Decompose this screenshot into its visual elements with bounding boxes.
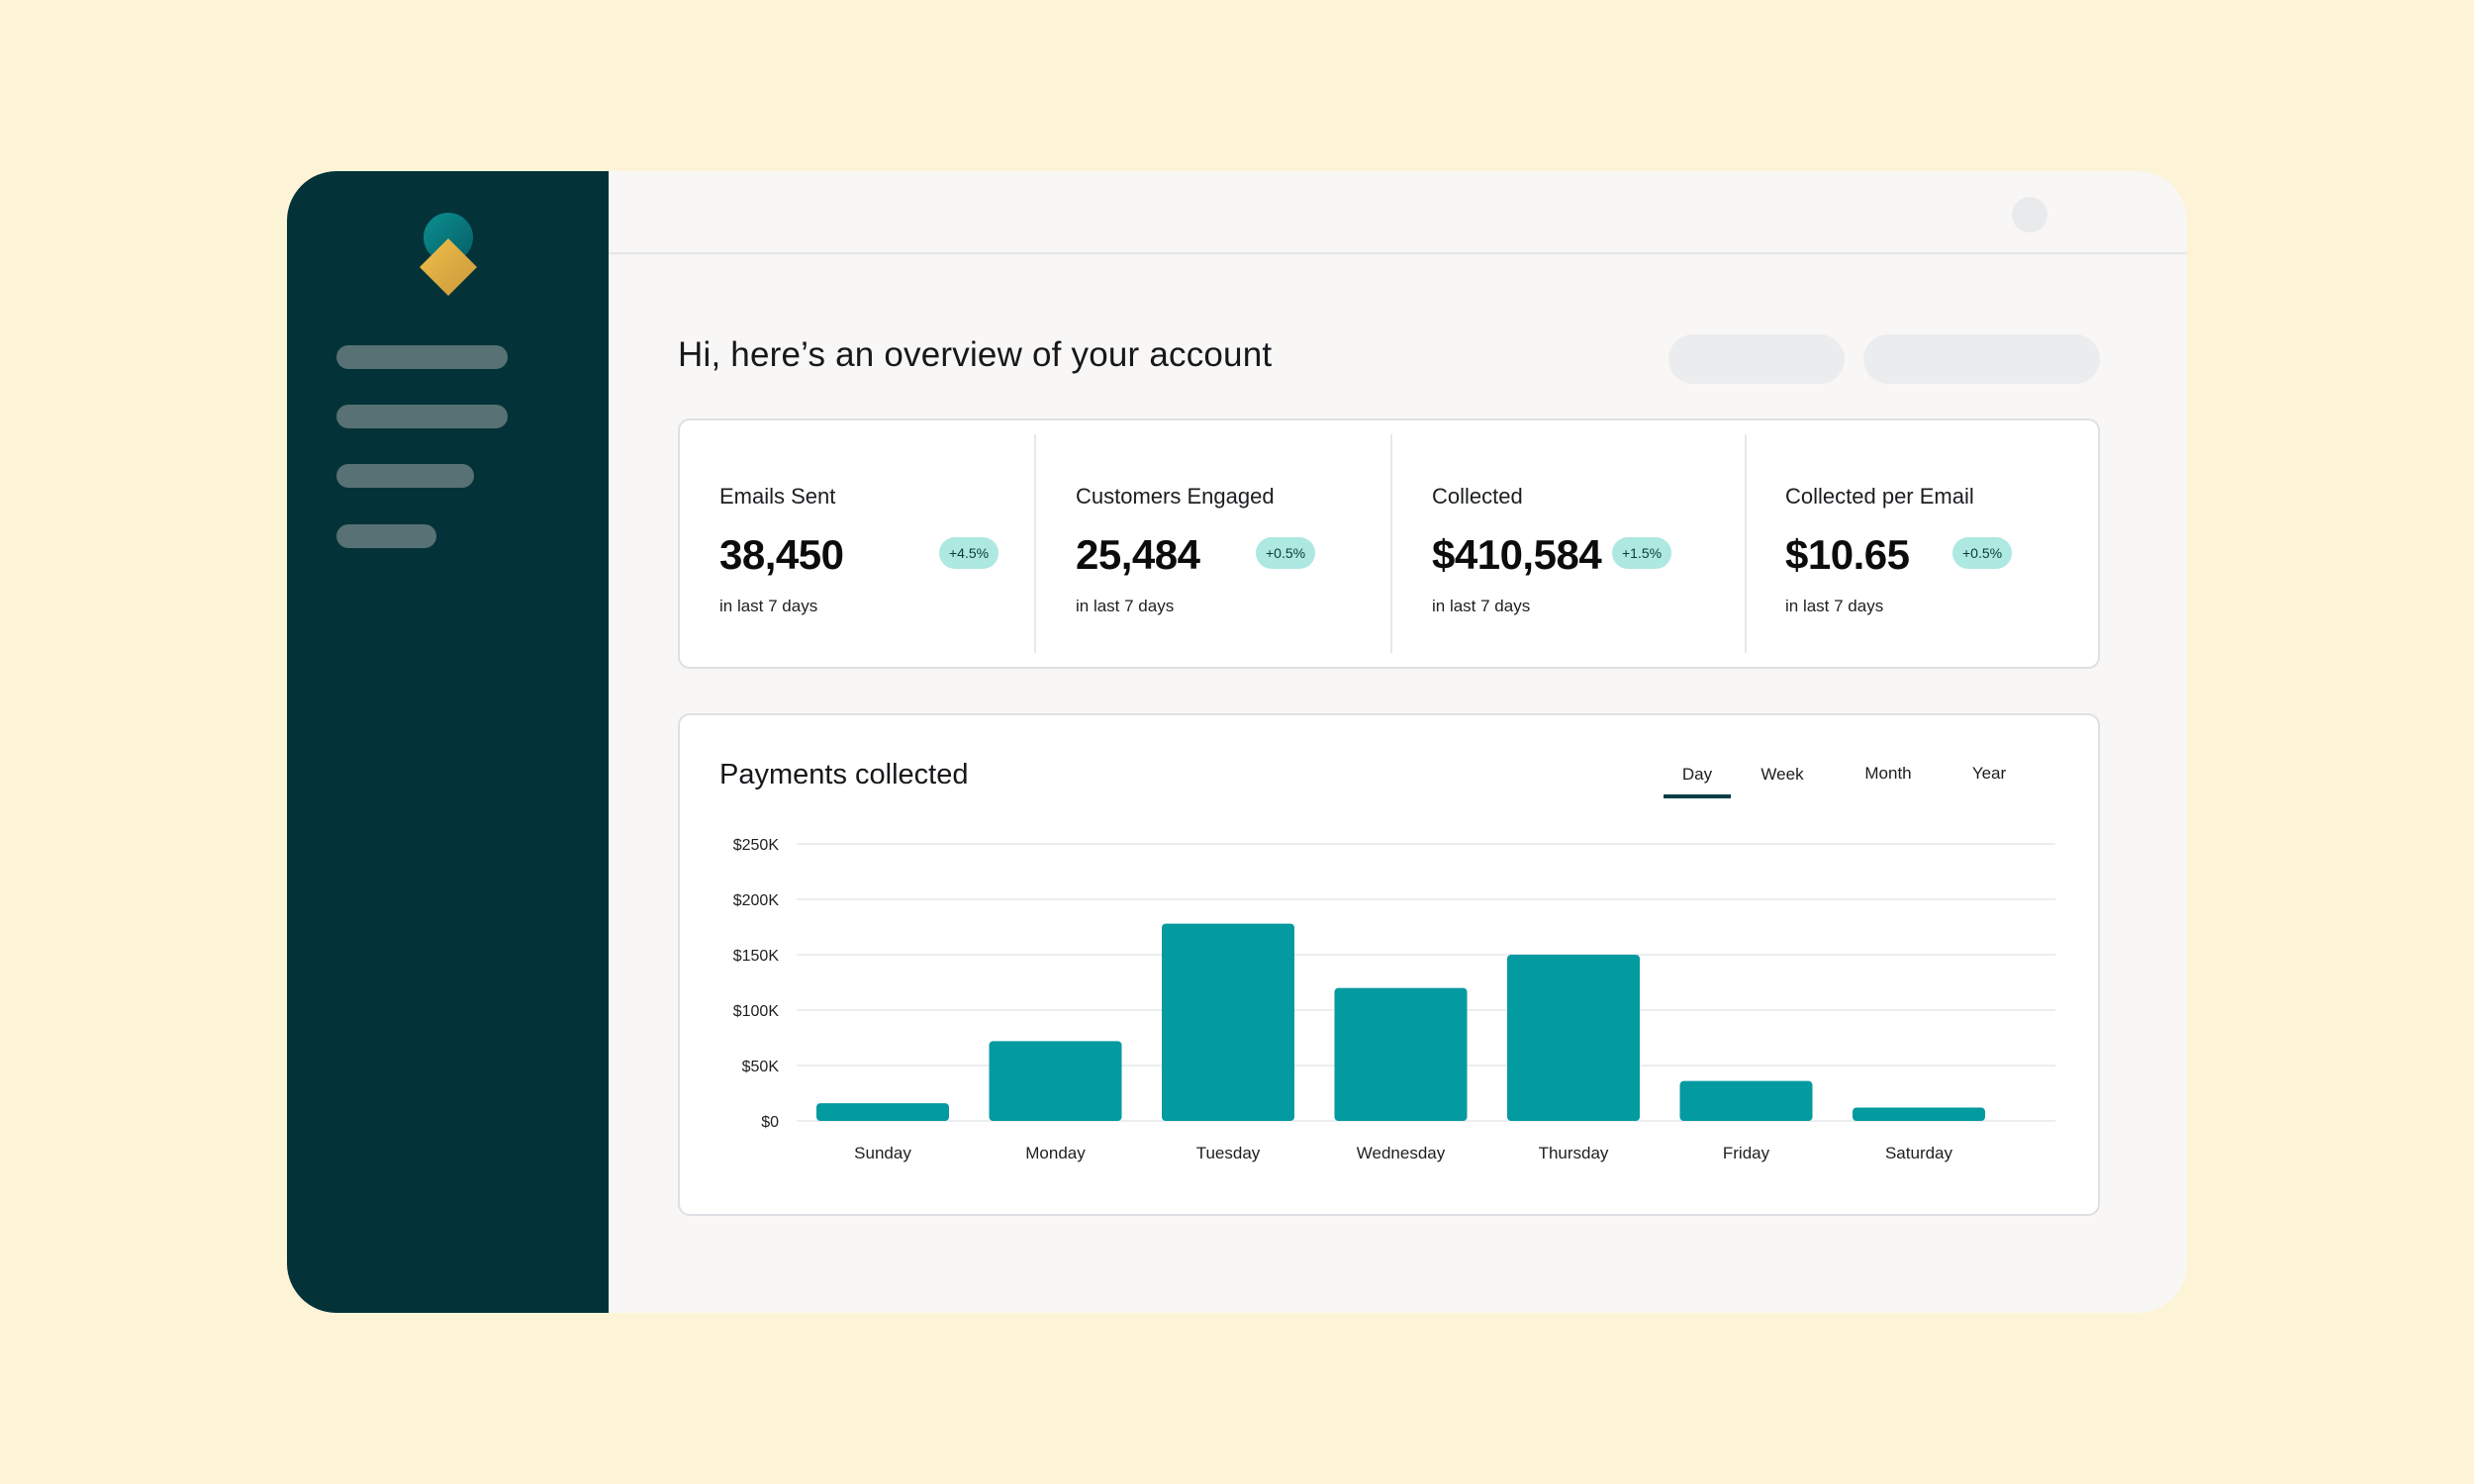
tab-month[interactable]: Month [1864,764,1912,783]
tab-year[interactable]: Year [1971,764,2007,783]
sidebar-nav-item[interactable] [336,464,474,488]
stat-period: in last 7 days [1785,597,1884,615]
bar-chart: $0 $50K $100K $150K $200K $250K Sunday Monday Tu… [733,837,2055,1162]
sidebar [287,171,609,1313]
change-badge: +4.5% [939,537,999,569]
top-bar [609,171,2187,254]
stat-label: Collected per Email [1785,484,1974,509]
stat-label: Emails Sent [719,484,836,509]
stat-period: in last 7 days [1432,597,1531,615]
stat-divider [1390,434,1392,653]
x-tick-label: Thursday [1539,1144,1609,1162]
avatar[interactable] [2012,197,2047,232]
stat-card-emails-sent: Emails Sent 38,450 +4.5% in last 7 days [680,420,1036,667]
stat-card-collected: Collected $410,584 +1.5% in last 7 days [1392,420,1749,667]
stat-value: $410,584 [1432,531,1602,578]
sidebar-nav-item[interactable] [336,524,436,548]
change-badge: +0.5% [1256,537,1316,569]
y-tick-label: $100K [733,1003,780,1020]
y-tick-label: $150K [733,948,780,965]
stat-period: in last 7 days [719,597,818,615]
x-tick-label: Monday [1025,1144,1086,1162]
app-window: Hi, here’s an overview of your account E… [287,171,2187,1313]
y-tick-label: $0 [761,1114,779,1131]
x-tick-label: Wednesday [1357,1144,1446,1162]
stat-card-collected-per-email: Collected per Email $10.65 +0.5% in last… [1746,420,2102,667]
brand-logo-icon [420,213,477,296]
stat-label: Collected [1432,484,1523,509]
stat-value: 38,450 [719,531,844,578]
tab-week[interactable]: Week [1760,765,1804,784]
sidebar-nav-item[interactable] [336,405,508,428]
payments-chart-card: Payments collected Day Week Month Year $… [678,713,2100,1216]
y-tick-label: $50K [742,1059,780,1075]
y-tick-label: $250K [733,837,780,854]
sidebar-nav-item[interactable] [336,345,508,369]
chart-title: Payments collected [719,759,969,790]
change-badge: +1.5% [1612,537,1672,569]
stat-value: 25,484 [1076,531,1200,578]
stat-value: $10.65 [1785,531,1910,578]
main-content: Hi, here’s an overview of your account E… [609,171,2187,1313]
stats-panel: Emails Sent 38,450 +4.5% in last 7 days … [678,418,2100,669]
bar-sunday[interactable] [816,1103,949,1121]
bar-tuesday[interactable] [1162,923,1294,1121]
change-badge: +0.5% [1952,537,2013,569]
page-title: Hi, here’s an overview of your account [678,335,1273,374]
x-tick-label: Sunday [854,1144,911,1162]
action-button[interactable] [1863,334,2100,384]
bar-saturday[interactable] [1853,1107,1985,1121]
bar-wednesday[interactable] [1334,987,1468,1121]
y-tick-label: $200K [733,892,780,909]
stat-period: in last 7 days [1076,597,1175,615]
bar-thursday[interactable] [1507,955,1640,1121]
tab-day[interactable]: Day [1664,765,1731,798]
stat-label: Customers Engaged [1076,484,1275,509]
filter-button[interactable] [1668,334,1845,384]
stat-card-customers-engaged: Customers Engaged 25,484 +0.5% in last 7… [1036,420,1392,667]
x-tick-label: Saturday [1885,1144,1953,1162]
x-tick-label: Tuesday [1196,1144,1261,1162]
bar-monday[interactable] [989,1041,1122,1121]
x-tick-label: Friday [1723,1144,1770,1162]
stat-divider [1745,434,1747,653]
bar-friday[interactable] [1679,1080,1813,1121]
stat-divider [1034,434,1036,653]
